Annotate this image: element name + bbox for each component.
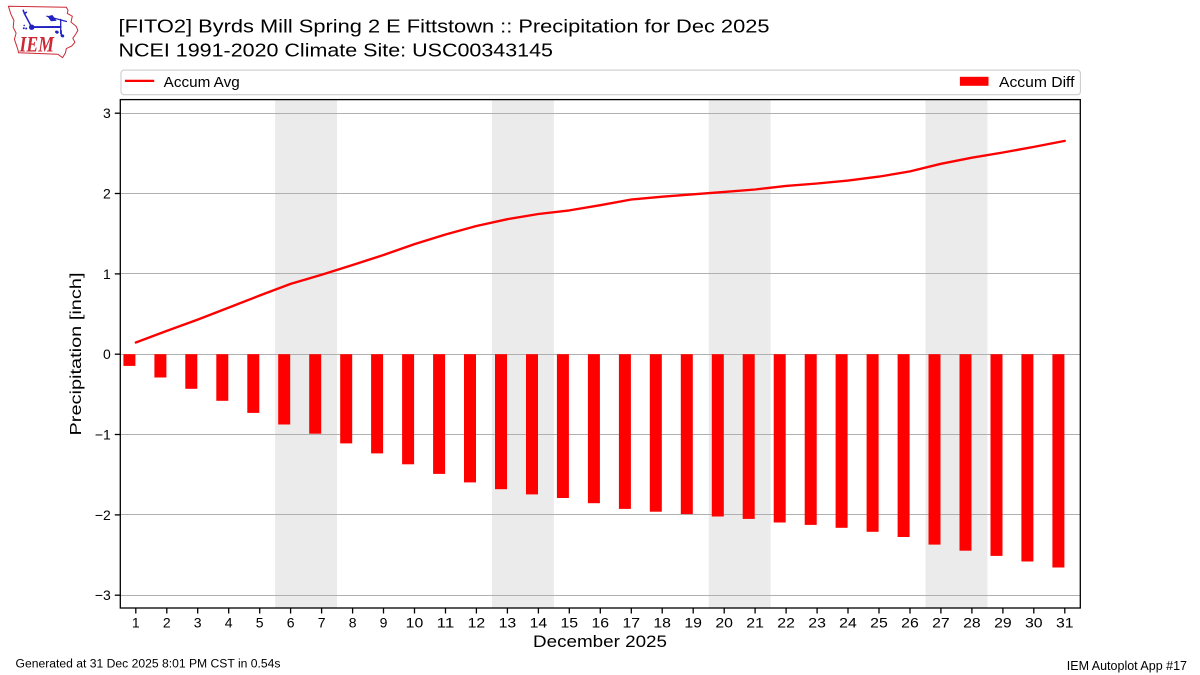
- svg-text:IEM: IEM: [19, 32, 55, 57]
- svg-text:[FITO2] Byrds Mill Spring 2 E: [FITO2] Byrds Mill Spring 2 E Fittstown …: [119, 15, 770, 36]
- svg-text:8: 8: [349, 615, 357, 631]
- svg-text:19: 19: [684, 615, 702, 631]
- svg-text:−2: −2: [95, 507, 111, 523]
- svg-text:25: 25: [870, 615, 888, 631]
- svg-text:29: 29: [994, 615, 1012, 631]
- svg-text:5: 5: [256, 615, 264, 631]
- svg-text:2: 2: [103, 186, 111, 202]
- svg-text:1: 1: [103, 266, 111, 282]
- svg-text:17: 17: [623, 615, 641, 631]
- svg-text:−1: −1: [95, 427, 111, 443]
- svg-text:12: 12: [468, 615, 486, 631]
- svg-text:30: 30: [1025, 615, 1043, 631]
- svg-text:4: 4: [225, 615, 233, 631]
- svg-text:−3: −3: [95, 587, 111, 603]
- svg-text:16: 16: [592, 615, 610, 631]
- svg-text:28: 28: [963, 615, 981, 631]
- svg-text:Generated at 31 Dec 2025 8:01: Generated at 31 Dec 2025 8:01 PM CST in …: [16, 659, 281, 671]
- svg-text:13: 13: [499, 615, 517, 631]
- svg-text:22: 22: [777, 615, 795, 631]
- svg-text:11: 11: [437, 615, 455, 631]
- svg-text:December 2025: December 2025: [533, 633, 667, 651]
- svg-text:IEM Autoplot App #17: IEM Autoplot App #17: [1067, 659, 1187, 673]
- svg-text:21: 21: [746, 615, 764, 631]
- svg-text:3: 3: [103, 105, 111, 121]
- svg-text:1: 1: [132, 615, 140, 631]
- svg-text:3: 3: [194, 615, 202, 631]
- svg-text:15: 15: [561, 615, 579, 631]
- svg-text:6: 6: [287, 615, 295, 631]
- svg-text:Accum Diff: Accum Diff: [999, 75, 1076, 91]
- svg-text:2: 2: [163, 615, 171, 631]
- svg-text:Accum Avg: Accum Avg: [164, 75, 240, 91]
- svg-text:24: 24: [839, 615, 857, 631]
- svg-text:18: 18: [653, 615, 671, 631]
- svg-text:10: 10: [406, 615, 424, 631]
- svg-text:20: 20: [715, 615, 733, 631]
- svg-text:31: 31: [1056, 615, 1074, 631]
- svg-text:26: 26: [901, 615, 919, 631]
- svg-text:NCEI 1991-2020 Climate Site: U: NCEI 1991-2020 Climate Site: USC00343145: [119, 40, 554, 61]
- svg-text:Precipitation [inch]: Precipitation [inch]: [68, 273, 85, 436]
- svg-text:14: 14: [530, 615, 548, 631]
- svg-text:0: 0: [103, 346, 111, 362]
- svg-text:9: 9: [380, 615, 388, 631]
- svg-text:27: 27: [932, 615, 950, 631]
- svg-text:23: 23: [808, 615, 826, 631]
- svg-text:7: 7: [318, 615, 326, 631]
